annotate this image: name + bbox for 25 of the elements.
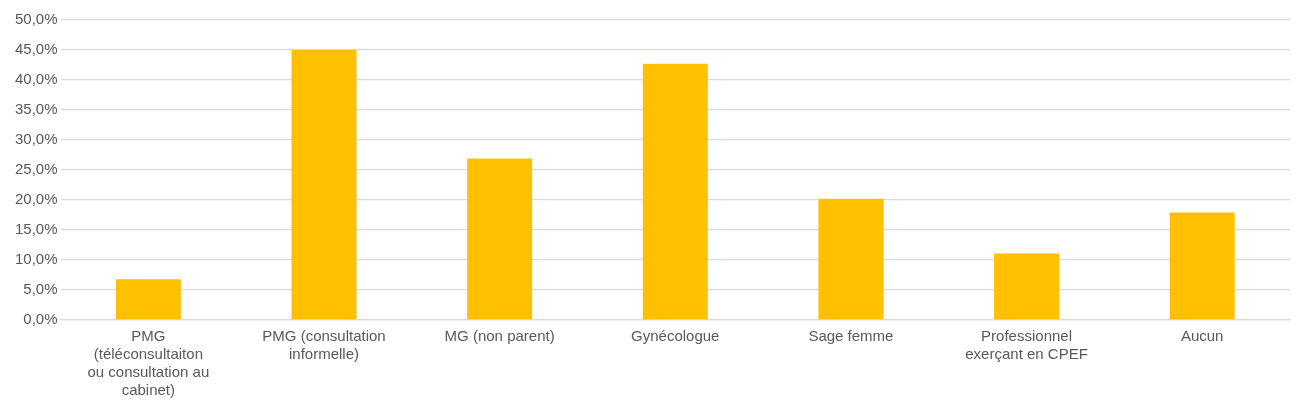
y-tick-label: 20,0% (14, 190, 58, 208)
bar (115, 279, 181, 320)
y-tick-label: 5,0% (23, 280, 58, 298)
bar (994, 253, 1060, 320)
bar (642, 63, 708, 320)
y-tick-label: 40,0% (14, 70, 58, 88)
bar (1169, 212, 1235, 320)
y-tick-label: 10,0% (14, 250, 58, 268)
x-tick-label: PMG (consultation informelle) (262, 327, 386, 363)
y-tick-label: 50,0% (14, 10, 58, 28)
y-tick-label: 35,0% (14, 100, 58, 118)
bar (291, 50, 357, 320)
y-tick-label: 0,0% (23, 310, 58, 328)
x-tick-label: PMG (téléconsultaiton ou consultation au cabinet) (87, 327, 210, 399)
bar (818, 198, 884, 320)
x-tick-label: Professionnel exerçant en CPEF (965, 327, 1088, 363)
y-tick-label: 25,0% (14, 160, 58, 178)
x-tick-label: MG (non parent) (444, 327, 555, 345)
y-tick-label: 30,0% (14, 130, 58, 148)
x-tick-label: Sage femme (808, 327, 894, 345)
bar (467, 158, 533, 320)
y-tick-label: 45,0% (14, 40, 58, 58)
y-tick-label: 15,0% (14, 220, 58, 238)
x-tick-label: Gynécologue (631, 327, 720, 345)
x-tick-label: Aucun (1180, 327, 1224, 345)
